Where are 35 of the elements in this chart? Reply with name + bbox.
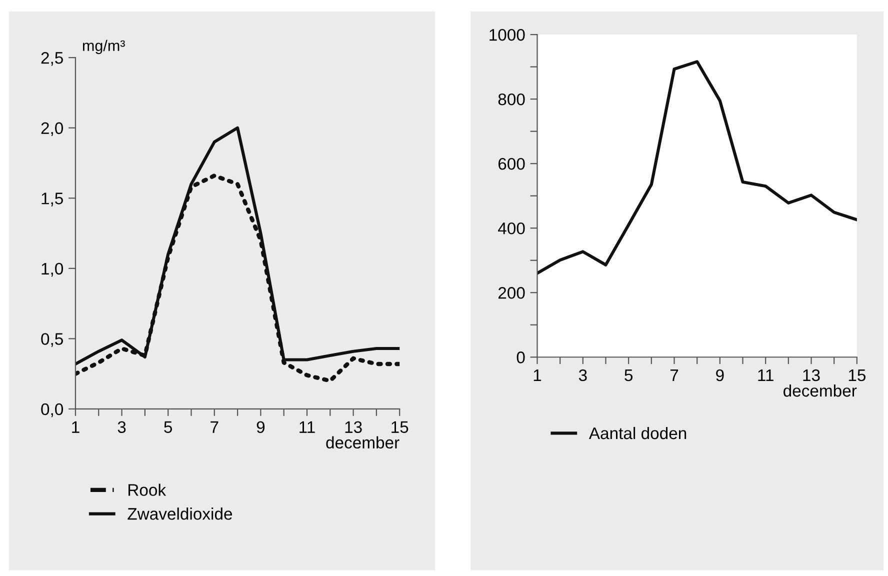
y-tick-label: 0 [516, 352, 525, 364]
y-tick-label: 800 [498, 93, 525, 106]
x-tick-label: 9 [256, 421, 265, 434]
x-tick-label: 1 [72, 421, 80, 433]
legend-label: Rook [128, 484, 166, 496]
x-tick-label: 15 [392, 421, 408, 434]
x-tick-label: 9 [716, 369, 724, 382]
line-series [537, 60, 857, 275]
legend-label: Zwaveldioxide [128, 508, 232, 520]
x-tick-label: 7 [210, 421, 218, 433]
x-tick-label: 11 [758, 370, 774, 382]
y-tick-label: 0,5 [41, 333, 63, 347]
x-tick-label: 5 [624, 370, 633, 382]
y-tick-label: 1000 [490, 28, 525, 41]
y-tick-label: 0,0 [41, 403, 64, 418]
x-axis-title: december [784, 384, 857, 397]
legend-label: Aantal doden [588, 426, 686, 440]
y-tick-label: 400 [498, 222, 525, 234]
x-tick-label: 13 [345, 421, 362, 434]
y-tick-label: 1,0 [42, 262, 64, 277]
x-tick-label: 3 [578, 369, 587, 382]
x-tick-label: 11 [300, 421, 315, 433]
y-tick-label: 2,0 [41, 122, 64, 136]
y-axis-title: mg/m³ [82, 40, 125, 54]
x-tick-label: 13 [803, 369, 820, 382]
y-tick-label: 2,5 [41, 52, 63, 66]
y-tick-label: 200 [498, 287, 525, 299]
x-tick-label: 3 [118, 421, 126, 434]
x-tick-label: 15 [848, 370, 866, 382]
x-tick-label: 5 [164, 421, 172, 434]
x-tick-label: 7 [670, 370, 678, 382]
x-tick-label: 1 [534, 370, 542, 382]
y-tick-label: 1,5 [42, 192, 63, 206]
x-axis-title: december [326, 436, 400, 449]
y-tick-label: 600 [498, 158, 525, 170]
